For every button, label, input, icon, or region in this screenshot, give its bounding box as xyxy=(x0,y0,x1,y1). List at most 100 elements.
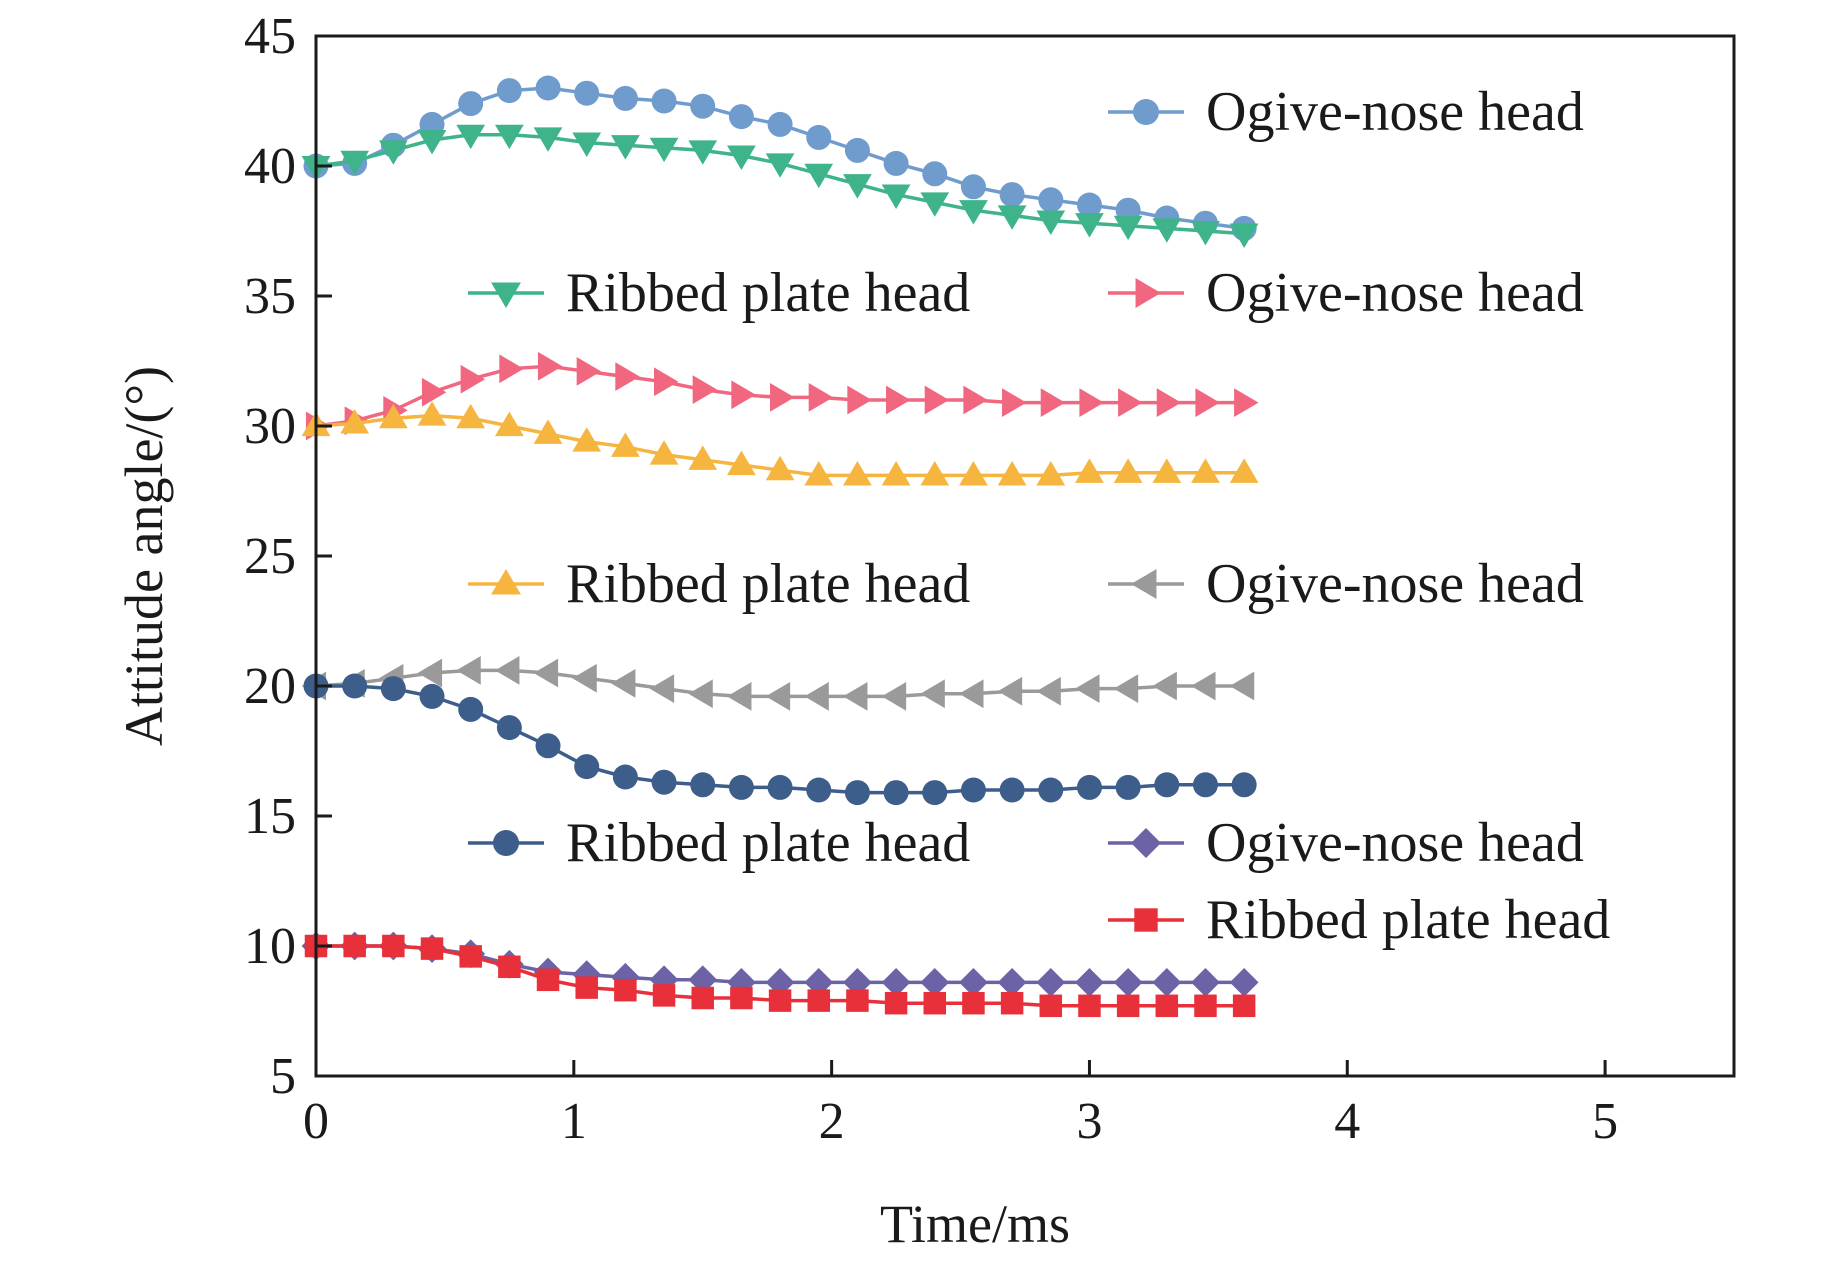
series-3-point xyxy=(692,375,718,404)
series-3-point xyxy=(460,364,486,394)
series-3-point xyxy=(924,385,950,415)
series-1-point xyxy=(844,137,870,163)
series-2-point xyxy=(765,153,795,178)
series-2-point xyxy=(494,124,524,150)
y-tick-label: 30 xyxy=(244,398,296,455)
series-7-point xyxy=(1036,968,1066,997)
series-4-point xyxy=(688,445,718,470)
series-8-point xyxy=(768,989,792,1012)
series-6-point xyxy=(960,777,986,803)
series-5-point xyxy=(804,682,829,711)
series-3-point xyxy=(421,377,447,407)
series-1-point xyxy=(496,78,522,104)
series-4-point xyxy=(959,461,988,486)
series-2 xyxy=(301,124,1259,248)
series-5-point xyxy=(1191,671,1216,701)
series-1-point xyxy=(1038,187,1064,213)
y-tick-label: 5 xyxy=(270,1048,296,1105)
series-1-point xyxy=(1076,192,1102,218)
legend-item: Ogive-nose head xyxy=(1108,812,1584,874)
series-4-point xyxy=(340,409,370,434)
series-5-point xyxy=(1113,674,1139,703)
legend-item: Ribbed plate head xyxy=(468,812,970,874)
series-6-point xyxy=(922,780,948,806)
series-2-point xyxy=(649,137,679,163)
series-4-point xyxy=(1075,458,1104,483)
series-6-point xyxy=(574,754,600,780)
series-3-point xyxy=(537,351,563,381)
series-4-point xyxy=(997,461,1027,486)
y-tick-label: 35 xyxy=(244,268,296,325)
legend-label: Ribbed plate head xyxy=(566,553,970,615)
series-5-point xyxy=(1075,674,1100,703)
series-8-point xyxy=(498,955,521,979)
series-6-point xyxy=(806,777,832,803)
series-2-point xyxy=(456,124,486,150)
x-tick-label: 3 xyxy=(1076,1093,1102,1150)
series-8-point xyxy=(807,989,830,1012)
series-1-point xyxy=(999,182,1025,208)
series-5-point xyxy=(494,656,520,685)
legend-marker xyxy=(1133,99,1159,125)
series-5-point xyxy=(1152,671,1177,701)
series-6-point xyxy=(496,715,522,741)
series-2-point xyxy=(959,200,988,225)
legend-label: Ribbed plate head xyxy=(1206,889,1610,951)
series-3-point xyxy=(1040,388,1066,417)
series-7 xyxy=(301,931,1259,997)
series-8-point xyxy=(691,986,714,1010)
series-8-point xyxy=(1039,994,1063,1018)
series-6 xyxy=(303,673,1257,806)
series-1-point xyxy=(690,93,716,119)
series-8-point xyxy=(1155,994,1179,1018)
series-4-point xyxy=(378,403,408,429)
series-1-point xyxy=(806,124,832,150)
series-1-point xyxy=(612,85,638,111)
series-5-point xyxy=(417,658,443,688)
series-8-point xyxy=(962,991,985,1015)
series-7-point xyxy=(920,968,950,997)
series-2-point xyxy=(417,129,447,155)
legend-label: Ribbed plate head xyxy=(566,812,970,874)
series-8-point xyxy=(343,934,366,958)
y-tick-label: 40 xyxy=(244,138,296,195)
series-8-point xyxy=(884,991,908,1015)
series-4-point xyxy=(765,455,795,481)
series-4-point xyxy=(1229,458,1259,483)
series-6-point xyxy=(1154,772,1180,798)
series-4-point xyxy=(804,461,834,486)
series-2-point xyxy=(727,145,756,170)
series-3-point xyxy=(770,383,795,412)
series-2-point xyxy=(688,140,718,165)
series-7-point xyxy=(997,968,1027,997)
series-6-point xyxy=(1076,774,1102,800)
series-2-point xyxy=(1191,220,1220,246)
series-6-point xyxy=(342,673,368,699)
series-5-point xyxy=(456,656,481,685)
legend-label: Ogive-nose head xyxy=(1206,553,1584,615)
series-3-point xyxy=(499,354,524,384)
y-tick-label: 15 xyxy=(244,788,296,845)
legend-marker xyxy=(491,282,521,308)
y-tick-label: 25 xyxy=(244,528,296,585)
legend-layer: Ogive-nose head Ribbed plate head Ogive-no… xyxy=(468,81,1610,951)
series-5-point xyxy=(1036,676,1061,706)
series-1-point xyxy=(535,75,561,101)
series-2-point xyxy=(572,132,602,157)
series-8-point xyxy=(382,934,405,958)
series-2-point xyxy=(1075,213,1104,238)
series-3-point xyxy=(1079,388,1104,417)
legend-marker xyxy=(1131,828,1161,858)
series-5-point xyxy=(611,669,636,698)
series-4-point xyxy=(1191,458,1220,483)
series-4-point xyxy=(1036,461,1066,486)
series-1-point xyxy=(574,80,600,106)
series-5-point xyxy=(688,679,713,709)
series-4-point xyxy=(1113,458,1143,483)
series-6-point xyxy=(419,683,445,709)
series-5-point xyxy=(997,676,1023,706)
series-5-point xyxy=(881,682,907,711)
